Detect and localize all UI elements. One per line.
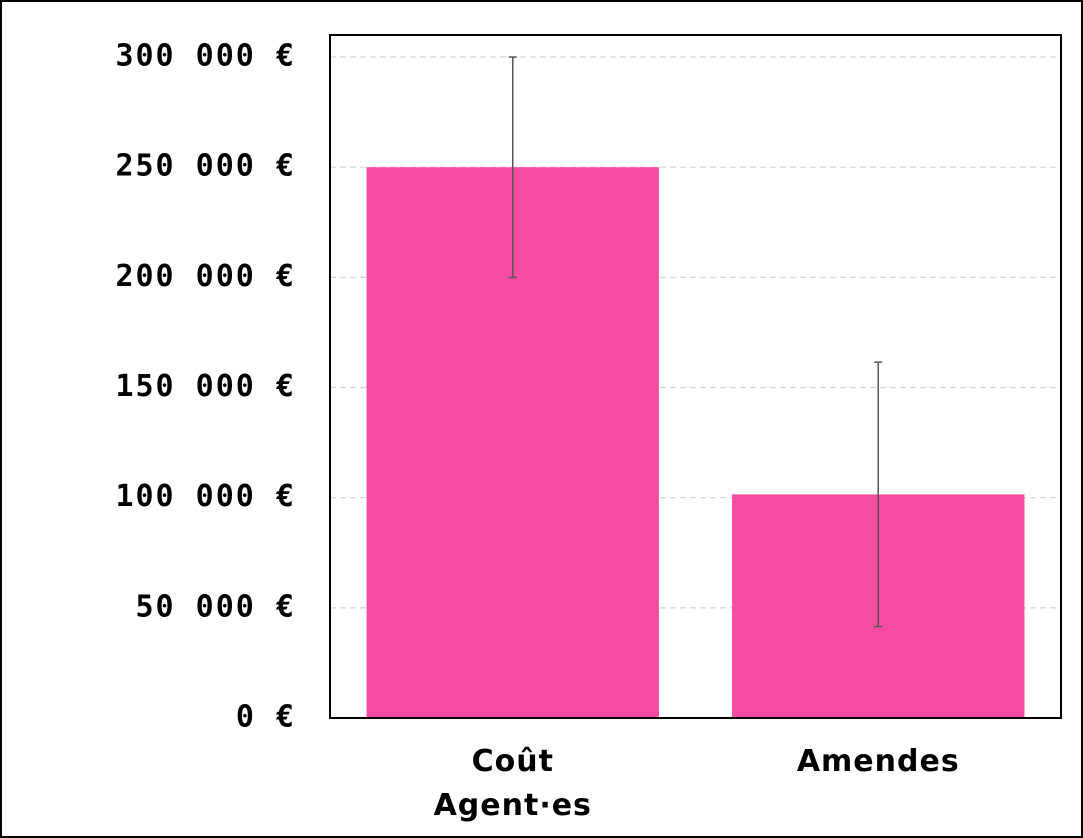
y-tick-label: 300 000 € [115,39,296,74]
y-tick-label: 100 000 € [115,479,296,514]
y-tick-label: 250 000 € [115,149,296,184]
y-tick-label: 150 000 € [115,369,296,404]
error-bar [508,56,517,279]
y-tick-label: 0 € [236,700,296,735]
x-tick-label: Amendes [796,744,960,779]
error-bar [874,361,883,628]
x-tick-label: Coût Agent·es [433,744,592,823]
plot-frame [329,34,1062,719]
y-tick-label: 50 000 € [136,589,297,624]
y-tick-label: 200 000 € [115,259,296,294]
